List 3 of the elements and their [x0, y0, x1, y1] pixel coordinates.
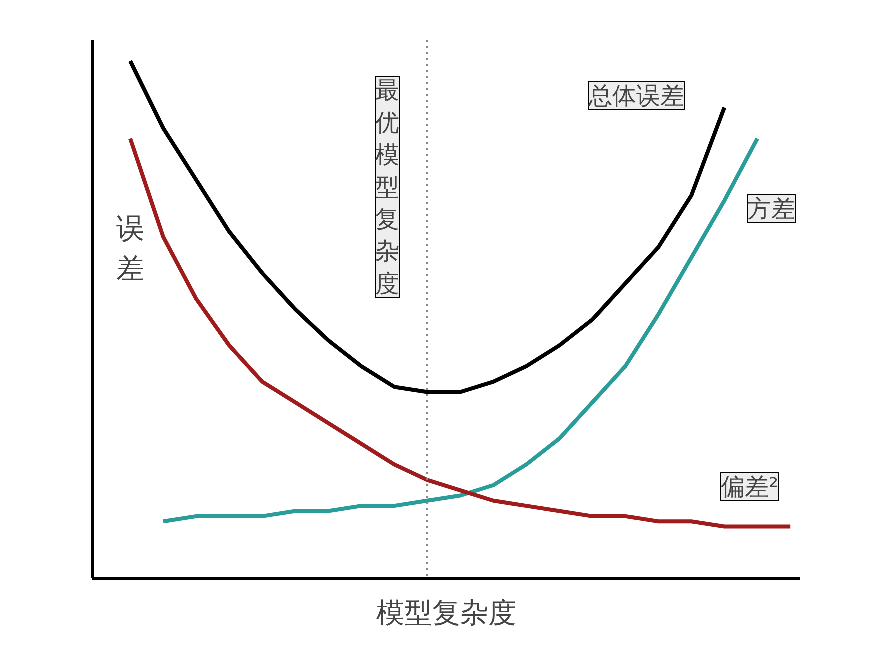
series-label: 方差	[748, 194, 796, 223]
y-axis-title: 误差	[116, 212, 144, 285]
x-axis-title: 模型复杂度	[376, 596, 516, 630]
